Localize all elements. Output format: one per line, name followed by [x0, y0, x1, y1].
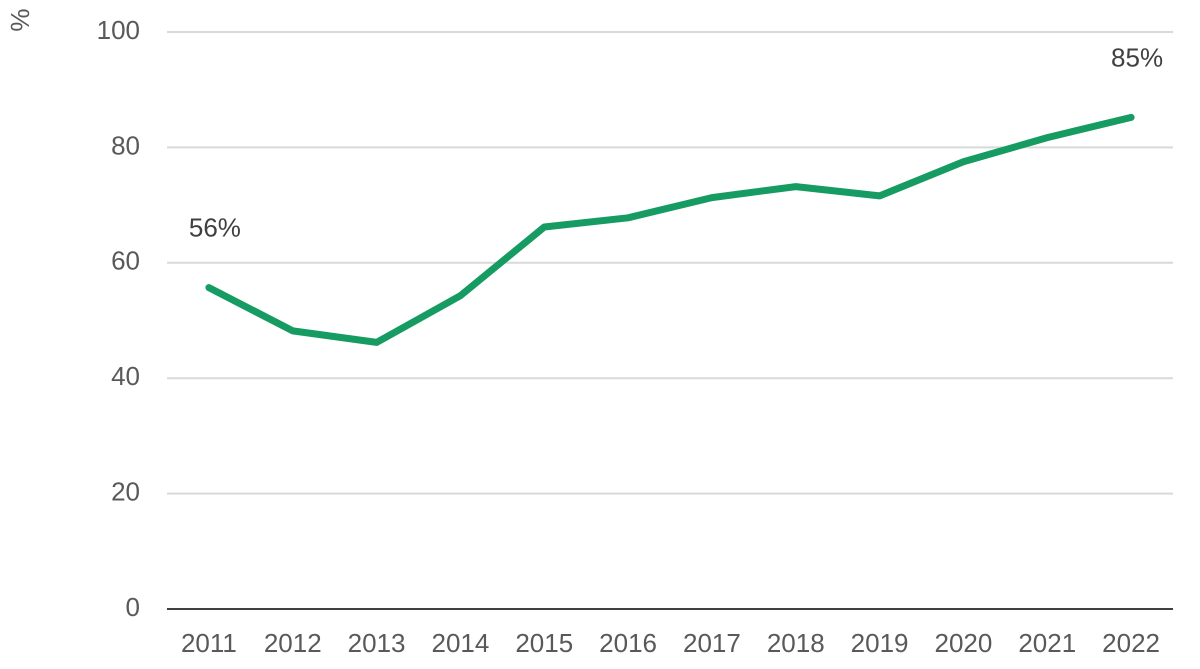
x-tick-label: 2021 [1018, 628, 1076, 658]
y-tick-label: 20 [111, 476, 140, 506]
x-tick-label: 2013 [348, 628, 406, 658]
x-tick-label: 2018 [767, 628, 825, 658]
y-tick-label: 100 [97, 15, 140, 45]
x-tick-label: 2015 [515, 628, 573, 658]
x-tick-label: 2017 [683, 628, 741, 658]
x-tick-label: 2016 [599, 628, 657, 658]
y-tick-label: 60 [111, 246, 140, 276]
x-tick-label: 2020 [934, 628, 992, 658]
x-tick-label: 2022 [1102, 628, 1160, 658]
data-label-2011: 56% [189, 212, 241, 242]
x-tick-label: 2011 [181, 628, 237, 658]
y-axis-ticks: 0 20 40 60 80 100 [97, 15, 140, 622]
x-axis-ticks: 2011 2012 2013 2014 2015 2016 2017 2018 2019 2020… [181, 628, 1160, 658]
data-label-2022: 85% [1111, 42, 1163, 72]
x-tick-label: 2012 [264, 628, 322, 658]
gridlines [167, 31, 1173, 610]
y-tick-label: 0 [126, 592, 140, 622]
y-tick-label: 40 [111, 361, 140, 391]
x-tick-label: 2019 [851, 628, 909, 658]
series-group [205, 113, 1135, 346]
series-line [205, 113, 1135, 346]
y-axis-unit-label: % [5, 8, 35, 31]
data-labels: 56% 85% [189, 42, 1163, 242]
y-tick-label: 80 [111, 130, 140, 160]
x-tick-label: 2014 [431, 628, 489, 658]
